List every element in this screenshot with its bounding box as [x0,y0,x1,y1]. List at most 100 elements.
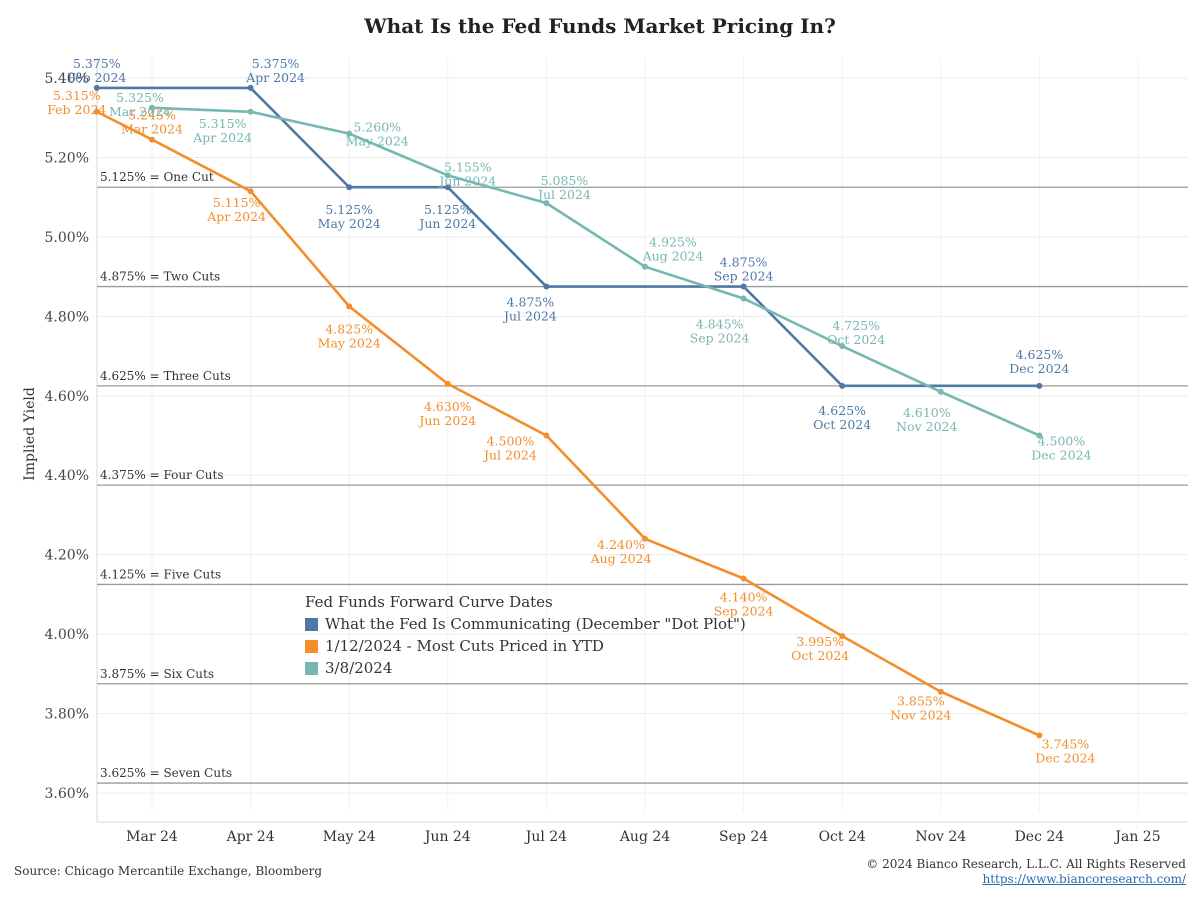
x-tick-label: Sep 24 [719,829,768,845]
data-point-mar8 [346,130,353,137]
data-date-label: Apr 2024 [206,209,266,224]
y-tick-label: 4.80% [45,309,89,325]
data-point-jan12 [642,535,648,542]
chart-title: What Is the Fed Funds Market Pricing In? [364,14,836,38]
data-point-dot-plot [247,84,254,91]
x-tick-label: Nov 24 [915,829,966,845]
y-tick-label: 4.00% [45,627,89,643]
data-value-label: 5.375% [73,56,121,71]
data-point-dot-plot [839,382,846,389]
x-tick-label: Jan 25 [1113,829,1160,845]
y-tick-label: 4.40% [45,468,89,484]
data-point-mar8 [1036,432,1043,439]
data-point-dot-plot [93,84,100,91]
data-date-label: Feb 2024 [67,70,126,85]
data-point-jan12 [740,575,747,582]
x-tick-label: Aug 24 [619,829,670,845]
data-date-label: May 2024 [318,335,381,350]
data-value-label: 5.245% [128,108,176,123]
data-value-label: 4.610% [903,405,951,420]
legend-item-dot-plot[interactable]: What the Fed Is Communicating (December … [305,613,746,635]
data-date-label: Dec 2024 [1031,448,1091,463]
data-value-label: 5.085% [541,173,589,188]
data-point-dot-plot [543,283,550,290]
y-tick-label: 3.80% [45,707,89,723]
data-point-mar8 [642,263,648,270]
data-point-jan12 [444,380,451,387]
reference-line-label: 5.125% = One Cut [100,170,214,184]
source-note: Source: Chicago Mercantile Exchange, Blo… [14,864,323,878]
data-value-label: 5.115% [213,195,261,210]
data-value-label: 4.140% [720,590,768,605]
data-value-label: 5.315% [199,116,247,131]
data-date-label: Oct 2024 [791,648,849,663]
x-tick-label: Jun 24 [423,829,471,845]
y-tick-label: 5.20% [45,150,89,166]
reference-line-label: 4.875% = Two Cuts [100,270,220,284]
data-date-label: Jun 2024 [437,173,496,188]
data-point-dot-plot [346,184,353,191]
x-tick-label: May 24 [323,829,376,845]
data-value-label: 4.625% [818,403,866,418]
legend-swatch-dot-plot [305,617,318,631]
data-point-dot-plot [740,283,747,290]
data-value-label: 5.155% [444,159,492,174]
data-value-label: 5.125% [325,202,373,217]
data-date-label: Dec 2024 [1009,361,1069,376]
legend-item-jan12[interactable]: 1/12/2024 - Most Cuts Priced in YTD [305,635,746,657]
y-tick-label: 3.60% [45,786,89,802]
legend: Fed Funds Forward Curve Dates What the F… [305,593,746,679]
legend-label-jan12: 1/12/2024 - Most Cuts Priced in YTD [325,637,604,655]
data-value-label: 4.845% [696,316,744,331]
reference-line-label: 3.875% = Six Cuts [100,667,214,681]
y-tick-label: 5.40% [45,71,89,87]
data-value-label: 4.500% [487,434,535,449]
data-point-jan12 [346,303,353,310]
data-value-label: 5.260% [353,120,401,135]
data-point-mar8 [740,295,747,302]
data-value-label: 3.855% [897,694,945,709]
data-point-mar8 [543,200,550,207]
data-date-label: May 2024 [318,216,381,231]
data-value-label: 5.325% [116,90,164,105]
reference-line-label: 3.625% = Seven Cuts [100,766,232,780]
reference-line-label: 4.125% = Five Cuts [100,567,221,581]
data-point-dot-plot [444,184,451,191]
data-point-mar8 [149,104,155,111]
x-tick-label: Jul 24 [524,829,567,845]
y-tick-label: 4.60% [45,389,89,405]
data-date-label: Oct 2024 [813,417,871,432]
data-point-jan12 [247,188,254,195]
data-date-label: Sep 2024 [714,269,774,284]
data-value-label: 5.315% [53,88,101,103]
data-date-label: Sep 2024 [714,604,774,619]
data-date-label: Aug 2024 [590,551,652,566]
website-link[interactable]: https://www.biancoresearch.com/ [982,872,1186,886]
data-date-label: Apr 2024 [245,70,305,85]
data-point-mar8 [937,388,944,395]
data-date-label: Nov 2024 [896,419,957,434]
data-date-label: Nov 2024 [890,708,951,723]
y-tick-label: 5.00% [45,230,89,246]
data-date-label: Jul 2024 [502,309,557,324]
data-value-label: 4.500% [1038,434,1086,449]
data-point-dot-plot [1036,382,1043,389]
data-value-label: 4.725% [832,318,880,333]
data-point-jan12 [93,108,100,115]
data-value-label: 4.875% [507,295,555,310]
legend-label-mar8: 3/8/2024 [325,659,393,677]
data-date-label: Jun 2024 [417,413,476,428]
reference-line-label: 4.375% = Four Cuts [100,468,224,482]
data-date-label: Apr 2024 [192,130,252,145]
reference-line-label: 4.625% = Three Cuts [100,369,231,383]
data-value-label: 4.630% [424,399,472,414]
data-date-label: Dec 2024 [1035,750,1095,765]
data-date-label: Oct 2024 [827,332,885,347]
data-point-jan12 [839,633,846,640]
x-tick-label: Mar 24 [126,829,178,845]
legend-item-mar8[interactable]: 3/8/2024 [305,657,746,679]
copyright-block: © 2024 Bianco Research, L.L.C. All Right… [866,857,1186,887]
legend-title: Fed Funds Forward Curve Dates [305,593,553,611]
data-value-label: 3.745% [1042,736,1090,751]
